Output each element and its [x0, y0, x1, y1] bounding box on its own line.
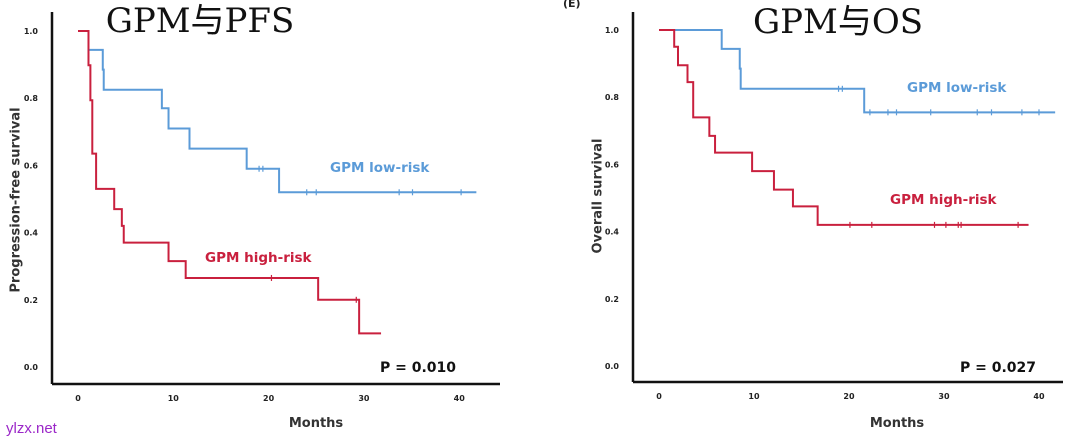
p-value-annotation: P = 0.010 [380, 360, 456, 376]
series-label-low-risk: GPM low-risk [330, 160, 430, 176]
x-tick-label: 20 [263, 394, 275, 403]
chart-title: GPM与PFS [106, 1, 295, 41]
x-tick-label: 10 [168, 394, 180, 403]
y-tick-label: 0.8 [605, 93, 620, 102]
x-tick-label: 0 [75, 394, 81, 403]
y-tick-label: 0.6 [24, 161, 39, 170]
x-tick-label: 30 [938, 392, 950, 401]
y-tick-label: 0.8 [24, 94, 39, 103]
x-axis-label: Months [289, 416, 344, 431]
km-curve-high-risk [78, 30, 382, 335]
y-tick-label: 0.2 [24, 296, 38, 305]
x-tick-label: 40 [454, 394, 466, 403]
km-curve-low-risk [659, 29, 1056, 114]
x-axis-label: Months [870, 416, 925, 431]
y-tick-label: 1.0 [24, 27, 39, 36]
x-tick-label: 30 [358, 394, 370, 403]
y-tick-label: 1.0 [605, 26, 620, 35]
series-label-high-risk: GPM high-risk [890, 192, 998, 208]
series-label-low-risk: GPM low-risk [907, 80, 1007, 96]
watermark: ylzx.net [6, 420, 57, 437]
p-value-annotation: P = 0.027 [960, 360, 1036, 376]
x-tick-label: 0 [656, 392, 662, 401]
x-tick-label: 20 [843, 392, 855, 401]
y-tick-label: 0.2 [605, 295, 619, 304]
y-tick-label: 0.6 [605, 160, 620, 169]
chart-title: GPM与OS [753, 2, 923, 42]
y-tick-label: 0.0 [24, 363, 39, 372]
x-tick-label: 40 [1033, 392, 1045, 401]
y-axis-label: Overall survival [591, 138, 606, 253]
panel-label: (E) [563, 0, 581, 10]
y-axis-label: Progression-free survival [9, 107, 24, 292]
series-label-high-risk: GPM high-risk [205, 250, 313, 266]
km-curve-high-risk [659, 29, 1029, 226]
y-tick-label: 0.4 [24, 229, 39, 238]
x-tick-label: 10 [748, 392, 760, 401]
y-tick-label: 0.4 [605, 228, 620, 237]
y-tick-label: 0.0 [605, 362, 620, 371]
